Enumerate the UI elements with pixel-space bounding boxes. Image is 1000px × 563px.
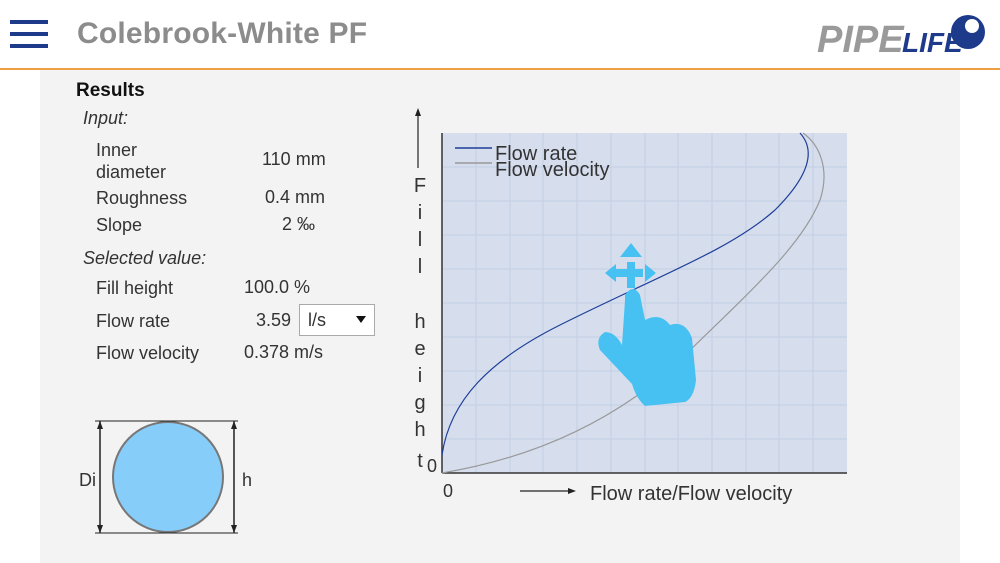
svg-text:t: t: [417, 450, 423, 472]
app-header: Colebrook-White PF PIPE LIFE: [0, 0, 1000, 70]
logo-text-pipe: PIPE: [817, 19, 905, 60]
pipelife-logo: PIPE LIFE: [817, 15, 985, 60]
results-heading: Results: [76, 80, 145, 101]
pipe-circle: [112, 421, 224, 533]
svg-text:h: h: [414, 419, 425, 441]
hamburger-menu-icon[interactable]: [10, 20, 48, 52]
logo-circle-icon: [951, 15, 985, 49]
x-axis-label: Flow rate/Flow velocity: [590, 483, 792, 505]
selected-value-section-label: Selected value:: [83, 248, 207, 268]
flow-rate-curve: [441, 132, 809, 456]
inner-diameter-value: 110 mm: [262, 149, 326, 169]
x-origin-label: 0: [443, 481, 453, 501]
flow-rate-value: 3.59: [256, 310, 292, 330]
flow-velocity-label: Flow velocity: [96, 343, 200, 363]
inner-diameter-label: Inner diameter: [96, 140, 167, 182]
hand-touch-move-icon: [598, 243, 696, 406]
legend-flow-rate-label: Flow rate: [495, 143, 577, 165]
svg-text:i: i: [418, 202, 422, 224]
flow-rate-unit-value: l/s: [308, 310, 326, 330]
fill-height-value: 100.0 %: [244, 277, 311, 297]
roughness-label: Roughness: [96, 188, 188, 208]
y-origin-label: 0: [427, 456, 437, 476]
svg-text:F: F: [414, 175, 426, 197]
slope-label: Slope: [96, 215, 143, 235]
app-title: Colebrook-White PF: [77, 17, 368, 50]
svg-text:h: h: [414, 311, 425, 333]
flow-velocity-value: 0.378 m/s: [244, 342, 324, 362]
height-label: h: [242, 470, 252, 490]
input-section-label: Input:: [83, 108, 129, 128]
roughness-value: 0.4 mm: [265, 187, 326, 207]
slope-value: 2 ‰: [282, 214, 316, 234]
flow-rate-label: Flow rate: [96, 311, 171, 331]
chevron-down-icon: [356, 316, 366, 323]
svg-text:g: g: [414, 392, 425, 414]
pipe-cross-section-diagram: Di h: [79, 420, 252, 534]
chart-grid: [442, 133, 847, 473]
y-axis-label: F i l l h e i g h t: [414, 175, 426, 472]
flow-rate-unit-select[interactable]: l/s: [299, 304, 375, 336]
fill-height-label: Fill height: [96, 278, 174, 298]
flow-velocity-curve: [441, 132, 825, 474]
fill-height-chart: Flow rate Flow velocity F i l l h e i g …: [414, 108, 847, 505]
diameter-label: Di: [79, 470, 96, 490]
svg-text:l: l: [418, 256, 422, 278]
svg-text:l: l: [418, 229, 422, 251]
legend-flow-velocity-label: Flow velocity: [495, 159, 609, 181]
svg-text:e: e: [414, 338, 425, 360]
svg-text:i: i: [418, 365, 422, 387]
